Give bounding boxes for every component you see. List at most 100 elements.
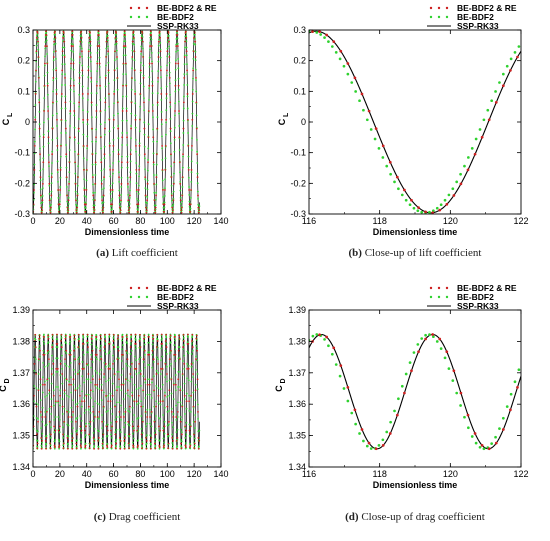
data-point [377,443,381,447]
data-point [53,444,56,447]
data-point [34,116,37,119]
data-point [120,374,123,376]
data-point [165,118,168,121]
data-point [114,405,116,408]
data-point [140,405,143,408]
data-point [112,118,115,121]
data-point [486,108,490,112]
data-point [118,194,121,197]
data-point [122,62,125,65]
data-point [165,93,168,95]
data-point [67,197,70,199]
data-point [177,62,180,65]
data-point [154,445,157,447]
data-point [470,435,474,438]
data-point [149,30,152,33]
data-point [159,373,162,375]
data-point [74,347,76,350]
data-point [63,63,66,66]
data-point [145,436,147,439]
data-point [79,438,82,441]
data-point [124,32,126,34]
data-point [176,30,178,33]
data-point [46,84,49,87]
data-point [120,161,123,164]
data-point [197,418,199,420]
data-point [163,195,166,197]
data-point [70,391,73,394]
data-point [97,34,100,36]
data-point [164,189,166,191]
data-point [43,62,46,65]
data-point [174,102,177,105]
data-point [112,337,115,339]
data-point [73,334,76,337]
data-point [90,80,93,83]
data-point [132,447,135,450]
data-point [187,166,190,169]
data-point [192,58,195,60]
data-point [172,209,174,212]
data-point [79,415,82,417]
data-point [64,337,67,340]
data-point [76,192,79,195]
data-point [182,153,184,156]
data-point [91,163,94,166]
data-point [118,189,121,192]
data-point [403,188,406,192]
data-point [170,362,173,365]
data-point [41,440,43,442]
data-point [191,144,193,147]
data-point [360,92,364,96]
data-point [44,45,47,47]
data-point [46,53,48,55]
data-point [34,358,37,361]
data-point [150,38,153,41]
data-point [51,153,54,156]
data-point [167,32,170,34]
data-point [107,364,110,367]
data-point [389,420,392,424]
data-point [193,437,196,440]
legend-swatch-dot [137,15,141,19]
data-point [50,433,52,436]
data-point [466,168,470,172]
caption-tag: (b) [349,247,363,259]
data-point [134,138,137,141]
data-point [120,166,123,169]
data-point [179,370,181,373]
data-point [159,429,162,432]
data-point [148,363,151,366]
data-point [96,60,99,63]
data-point [103,133,106,136]
data-point [155,194,157,197]
y-tick-label: 1.36 [288,399,306,409]
data-point [41,391,44,394]
data-point [133,383,136,386]
data-point [166,47,169,50]
data-point [48,377,51,380]
data-point [516,386,519,389]
data-point [191,125,194,127]
data-point [99,87,102,90]
data-point [73,102,76,105]
data-point [103,376,105,379]
data-point [160,123,163,126]
x-tick-label: 120 [443,469,458,479]
data-point [104,76,107,79]
data-point [50,382,53,385]
data-point [61,382,64,385]
data-point [55,93,58,95]
data-point [192,391,195,394]
data-point [159,48,162,51]
data-point [194,383,197,386]
data-point [404,372,408,376]
data-point [54,429,57,432]
data-point [157,402,160,405]
data-point [58,425,61,428]
data-point [56,370,59,373]
data-point [182,337,185,339]
data-point [48,358,50,361]
data-point [137,209,139,211]
data-point [119,209,122,212]
